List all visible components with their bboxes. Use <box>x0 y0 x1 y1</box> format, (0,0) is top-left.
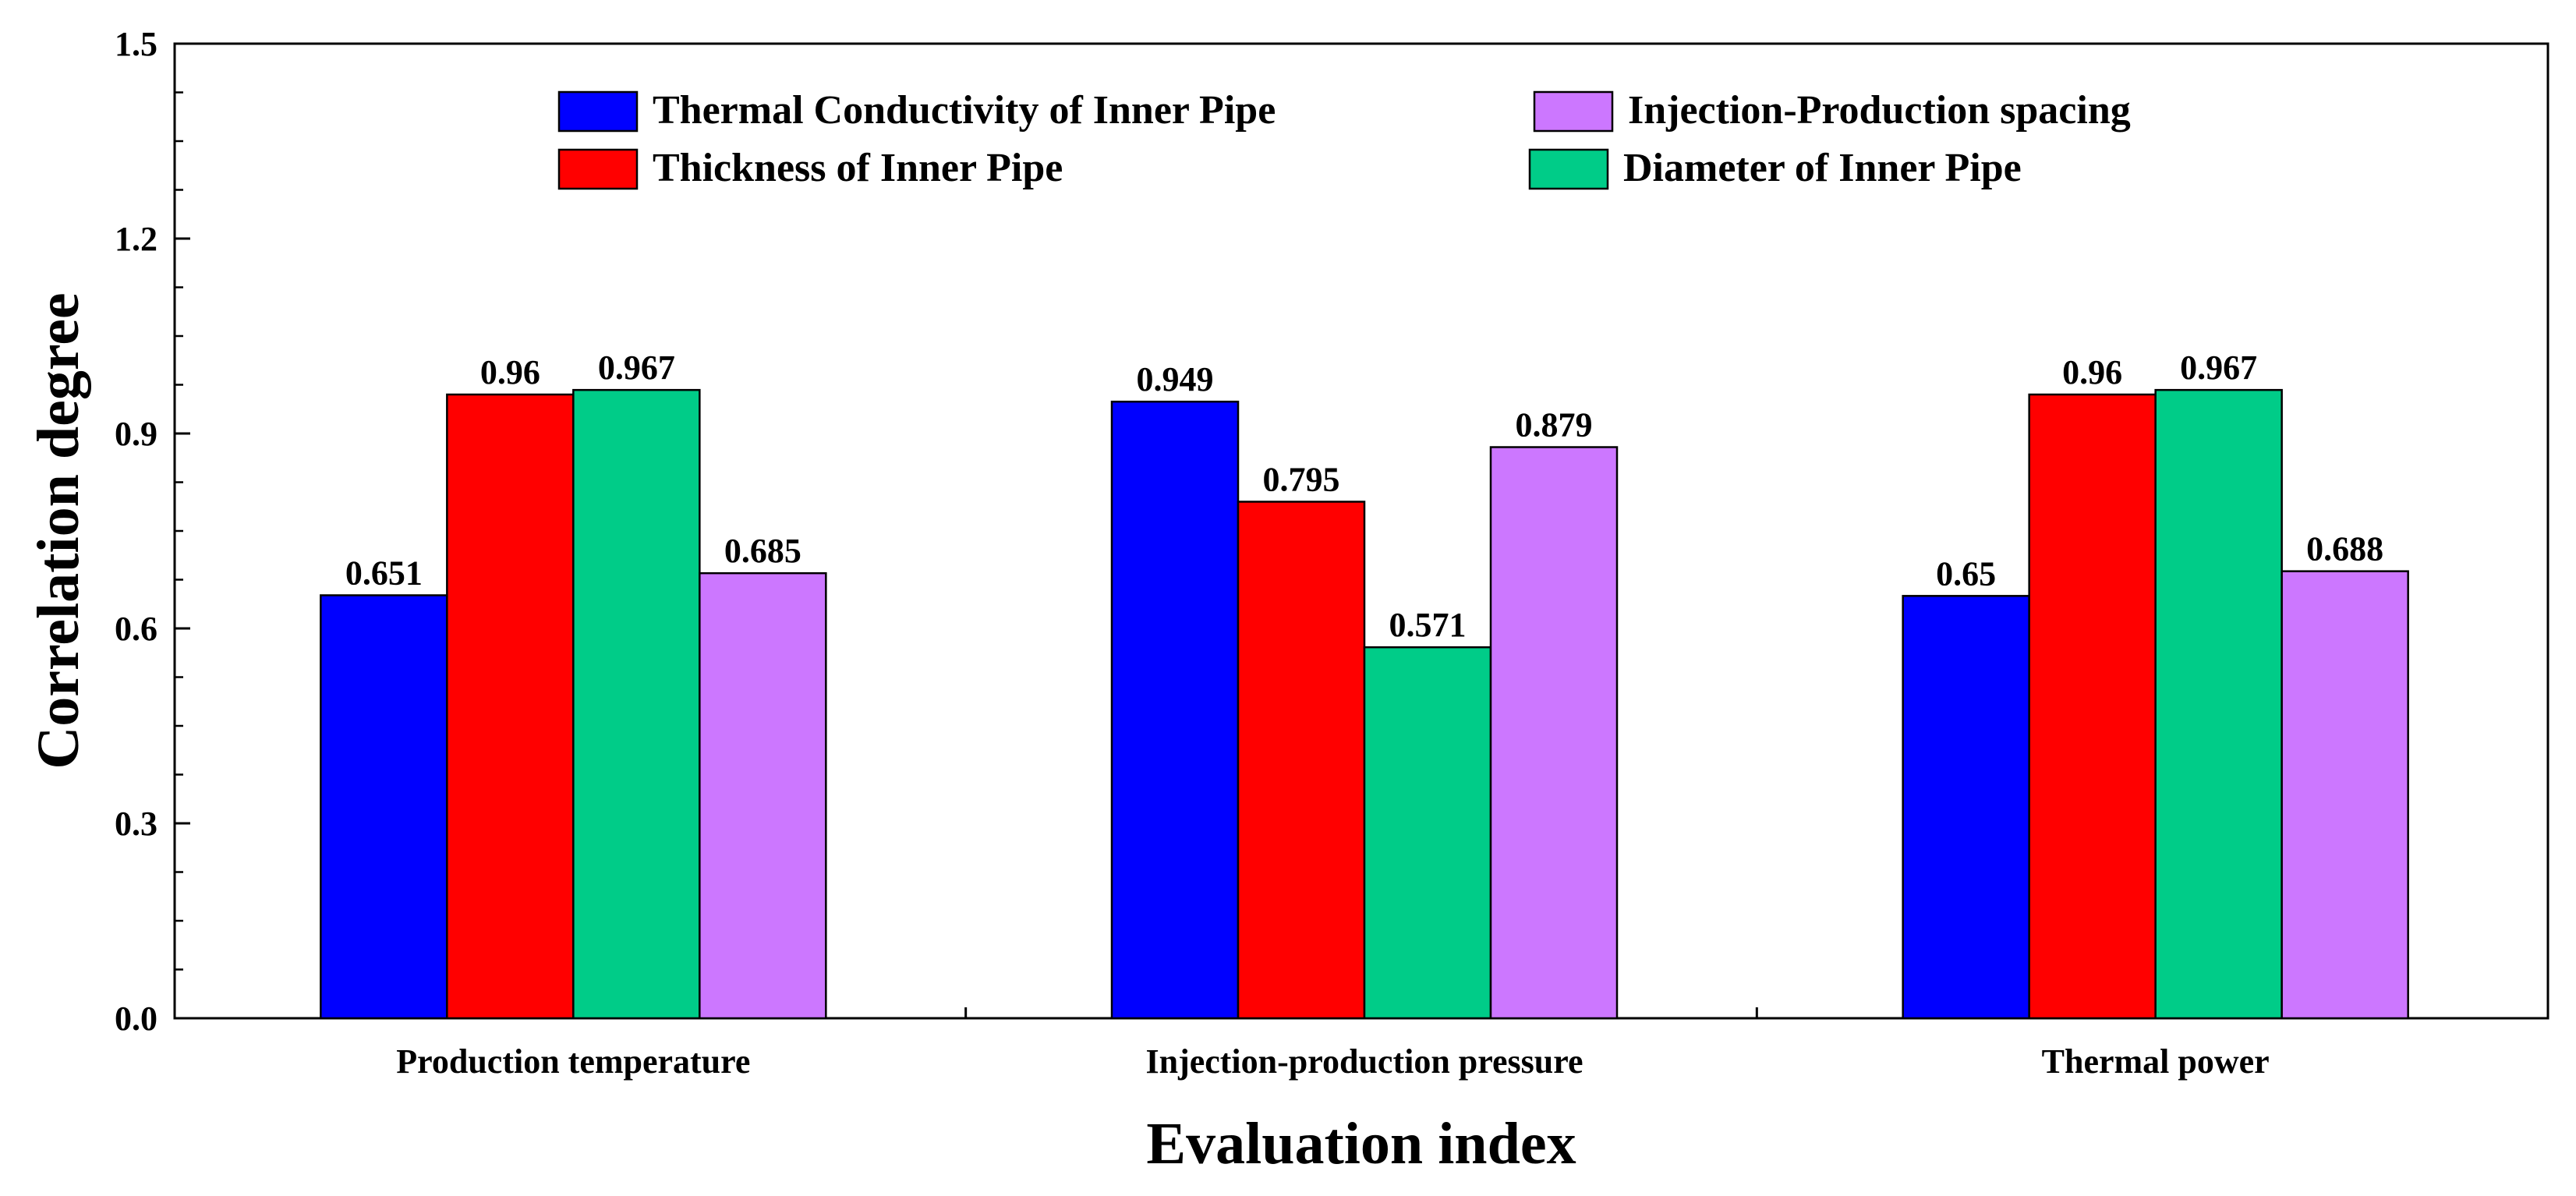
bar-injection-production-spacing-1 <box>1489 446 1619 1020</box>
bar-diameter-of-inner-pipe-1 <box>1363 646 1492 1020</box>
data-label: 0.967 <box>2180 349 2257 387</box>
y-tick-label: 1.2 <box>115 220 157 258</box>
data-label: 0.688 <box>2306 530 2383 568</box>
data-label: 0.96 <box>480 353 540 391</box>
bar-thickness-of-inner-pipe-2 <box>2028 393 2157 1020</box>
legend-item-thermal-conductivity-of-inner-pipe: Thermal Conductivity of Inner Pipe <box>557 88 1276 133</box>
bar-thermal-conductivity-of-inner-pipe-0 <box>320 594 448 1020</box>
y-tick-label: 0.0 <box>115 1000 157 1038</box>
y-tick-label: 0.6 <box>115 610 157 648</box>
data-label: 0.571 <box>1389 606 1467 644</box>
y-tick-label: 1.5 <box>115 25 157 63</box>
legend-label: Injection-Production spacing <box>1628 88 2131 133</box>
legend-label: Thermal Conductivity of Inner Pipe <box>653 88 1276 133</box>
legend-swatch <box>1533 90 1614 133</box>
bar-thickness-of-inner-pipe-0 <box>446 393 575 1020</box>
bar-diameter-of-inner-pipe-0 <box>572 388 701 1020</box>
bar-thickness-of-inner-pipe-1 <box>1237 501 1366 1020</box>
data-label: 0.65 <box>1936 554 1996 593</box>
legend-swatch <box>1528 148 1609 190</box>
x-tick-label: Thermal power <box>2042 1042 2270 1081</box>
legend-swatch <box>557 148 639 190</box>
data-label: 0.685 <box>724 532 801 570</box>
data-labels: 0.651 0.96 0.967 0.685 0.949 0.795 0.571 0.879 0… <box>345 349 2383 644</box>
y-tick-label: 0.3 <box>115 805 157 843</box>
legend-item-diameter-of-inner-pipe: Diameter of Inner Pipe <box>1528 146 2022 190</box>
x-tick-label: Injection-production pressure <box>1145 1042 1583 1081</box>
data-label: 0.879 <box>1516 406 1593 444</box>
legend-item-injection-production-spacing: Injection-Production spacing <box>1533 88 2131 133</box>
legend-swatch <box>557 90 639 133</box>
bar-injection-production-spacing-0 <box>699 571 827 1020</box>
bar-thermal-conductivity-of-inner-pipe-2 <box>1902 595 2030 1020</box>
bar-diameter-of-inner-pipe-2 <box>2154 388 2283 1020</box>
data-label: 0.96 <box>2062 353 2122 391</box>
legend-label: Thickness of Inner Pipe <box>653 146 1063 190</box>
bars <box>320 388 2409 1020</box>
y-tick-label: 0.9 <box>115 415 157 453</box>
y-axis-title: Correlation degree <box>26 292 91 769</box>
legend-item-thickness-of-inner-pipe: Thickness of Inner Pipe <box>557 146 1063 190</box>
x-axis-title: Evaluation index <box>1146 1111 1576 1177</box>
data-label: 0.967 <box>598 349 675 387</box>
data-label: 0.795 <box>1263 461 1340 499</box>
bar-injection-production-spacing-2 <box>2281 570 2409 1020</box>
bar-thermal-conductivity-of-inner-pipe-1 <box>1110 400 1240 1020</box>
legend-label: Diameter of Inner Pipe <box>1623 146 2022 190</box>
data-label: 0.949 <box>1137 360 1214 398</box>
legend: Thermal Conductivity of Inner Pipe Thickn… <box>557 88 2131 190</box>
x-tick-label: Production temperature <box>396 1042 750 1081</box>
data-label: 0.651 <box>345 554 423 593</box>
axes: 0.0 0.3 0.6 0.9 1.2 1.5 Production temperature… <box>115 25 2549 1081</box>
